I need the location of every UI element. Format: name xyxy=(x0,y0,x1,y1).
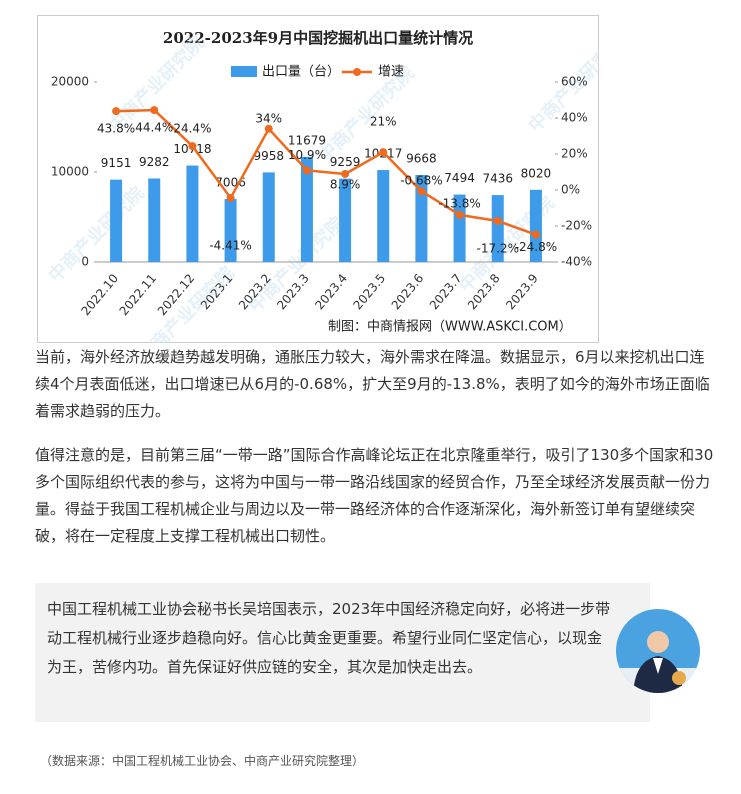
bar-value-label: 9259 xyxy=(330,155,361,169)
bar-value-label: 7436 xyxy=(482,172,513,186)
bar xyxy=(529,189,542,262)
bar xyxy=(339,178,352,262)
speaker-photo xyxy=(616,609,700,693)
line-point xyxy=(188,142,197,151)
y-tick-label: 10000 xyxy=(51,165,89,179)
bar xyxy=(415,174,428,262)
legend-label: 增速 xyxy=(378,65,404,80)
chart: 2022-2023年9月中国挖掘机出口量统计情况 中商产业研究院 中商产业研究院中… xyxy=(37,15,599,343)
line xyxy=(116,108,537,236)
y2-tick-label: 60% xyxy=(561,75,588,89)
legend-swatch xyxy=(231,66,257,77)
bar xyxy=(262,172,275,262)
line-point xyxy=(112,107,121,116)
bar xyxy=(377,170,390,262)
paragraph: 值得注意的是，目前第三届“一带一路”国际合作高峰论坛正在北京隆重举行，吸引了13… xyxy=(35,446,714,545)
line-value-label: -17.2% xyxy=(477,241,519,255)
line-value-label: 8.9% xyxy=(330,177,361,191)
line-value-label: -24.8% xyxy=(515,240,557,254)
bar-value-label: 9151 xyxy=(101,156,132,170)
y-tick-label: 20000 xyxy=(51,75,89,89)
y2-tick-label: 40% xyxy=(561,111,588,125)
line-value-label: 21% xyxy=(370,115,397,129)
y2-tick-label: -20% xyxy=(561,219,592,233)
line-point xyxy=(379,148,388,157)
y2-tick-label: 0% xyxy=(561,183,580,197)
legend-swatch xyxy=(353,68,361,76)
chart-title: 2022-2023年9月中国挖掘机出口量统计情况 xyxy=(163,29,473,47)
y2-tick-label: 20% xyxy=(561,147,588,161)
line-value-label: 44.4% xyxy=(135,121,173,135)
bar xyxy=(110,179,123,262)
line-value-label: -4.41% xyxy=(209,238,251,252)
line-value-label: 34% xyxy=(255,111,282,125)
bar-value-label: 9958 xyxy=(253,149,284,163)
line-point xyxy=(226,193,235,202)
bar-value-label: 9282 xyxy=(139,155,170,169)
source-note: （数据来源：中国工程机械工业协会、中商产业研究院整理） xyxy=(40,754,365,768)
bar xyxy=(148,178,161,262)
bar-value-label: 9668 xyxy=(406,151,437,165)
bar xyxy=(491,195,504,262)
line-point xyxy=(341,169,350,178)
bar xyxy=(300,156,313,262)
line-value-label: 24.4% xyxy=(173,122,211,136)
line-point xyxy=(531,230,540,239)
line-value-label: 10.9% xyxy=(288,148,326,162)
bar-value-label: 7494 xyxy=(444,171,475,185)
line-value-label: -13.8% xyxy=(438,196,480,210)
line-point xyxy=(455,210,464,219)
bar xyxy=(453,194,466,262)
chart-source: 制图：中商情报网（WWW.ASKCI.COM） xyxy=(328,320,572,335)
line-value-label: -0.68% xyxy=(400,174,442,188)
chart-frame xyxy=(37,15,599,343)
y-tick-label: 0 xyxy=(81,255,89,269)
quote-text: 中国工程机械工业协会秘书长吴培国表示，2023年中国经济稳定向好，必将进一步带动… xyxy=(47,600,611,676)
line-point xyxy=(302,166,311,175)
legend-label: 出口量（台） xyxy=(262,65,340,80)
line-point xyxy=(417,187,426,196)
y2-tick-label: -40% xyxy=(561,255,592,269)
bar xyxy=(186,165,199,262)
line-point xyxy=(493,216,502,225)
line-value-label: 43.8% xyxy=(97,122,135,136)
line-point xyxy=(150,106,159,115)
bar-value-label: 11679 xyxy=(288,133,326,147)
bar xyxy=(224,198,237,262)
quote-box: 中国工程机械工业协会秘书长吴培国表示，2023年中国经济稳定向好，必将进一步带动… xyxy=(35,583,650,722)
line-point xyxy=(264,124,273,133)
paragraph: 当前，海外经济放缓趋势越发明确，通胀压力较大，海外需求在降温。数据显示，6月以来… xyxy=(35,348,710,420)
bar-value-label: 8020 xyxy=(521,166,552,180)
